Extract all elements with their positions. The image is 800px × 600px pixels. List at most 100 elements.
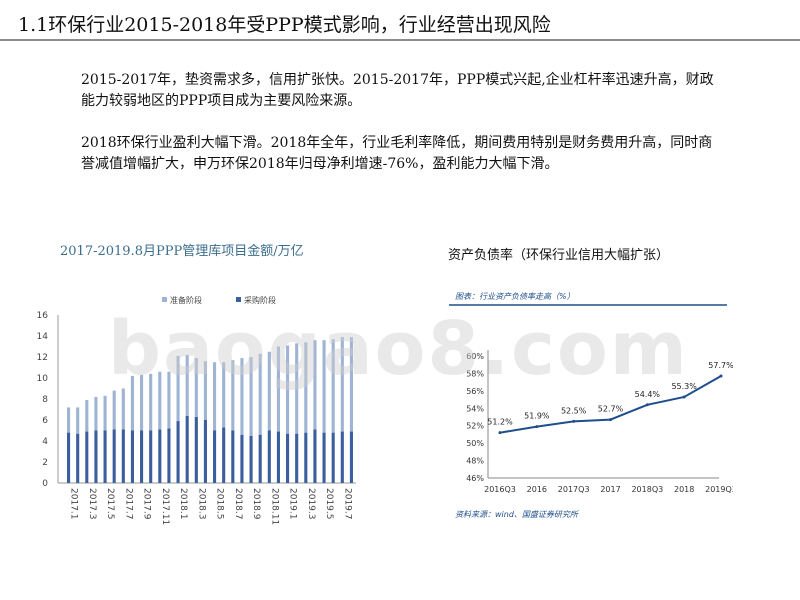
bar-legend-swatch: [162, 297, 167, 302]
bar-preparation: [103, 395, 107, 431]
bar-preparation: [340, 337, 344, 432]
bar-y-tick-label: 6: [42, 416, 48, 426]
bar-preparation: [94, 396, 98, 431]
bar-x-tick-label: 2018.5: [215, 488, 225, 520]
bar-x-tick-label: 2018.9: [251, 488, 261, 520]
bar-procurement: [121, 429, 125, 483]
bar-x-tick-label: 2019.1: [288, 488, 298, 520]
debt-ratio-point: [682, 395, 686, 399]
line-y-tick-label: 56%: [466, 387, 484, 396]
bar-y-tick-label: 0: [42, 479, 48, 489]
bar-preparation: [149, 373, 153, 431]
bar-y-tick-label: 4: [42, 437, 48, 447]
bar-y-tick-label: 8: [42, 395, 48, 405]
line-x-tick-label: 2017Q3: [558, 485, 590, 494]
bar-x-tick-label: 2018.7: [233, 488, 243, 520]
bar-preparation: [286, 345, 290, 434]
bar-y-tick-label: 16: [37, 311, 49, 321]
paragraph-credit-expansion: 2015-2017年，垫资需求多，信用扩张快。2015-2017年，PPP模式兴…: [81, 72, 714, 109]
bar-y-tick-label: 2: [42, 458, 48, 468]
bar-x-tick-label: 2017.3: [87, 488, 97, 520]
bar-legend-swatch: [236, 297, 241, 302]
bar-legend-label: 准备阶段: [170, 295, 202, 305]
bar-procurement: [76, 433, 80, 483]
bar-preparation: [67, 407, 71, 433]
bar-procurement: [203, 420, 207, 483]
debt-ratio-point: [535, 425, 539, 429]
bar-preparation: [240, 358, 244, 435]
bar-legend-label: 采购阶段: [244, 295, 276, 305]
bar-preparation: [112, 390, 116, 430]
bar-procurement: [276, 431, 280, 483]
bar-x-tick-label: 2017.5: [105, 488, 115, 520]
bar-procurement: [130, 430, 134, 483]
bar-preparation: [231, 360, 235, 431]
bar-x-tick-label: 2017.7: [123, 488, 133, 520]
bar-preparation: [203, 361, 207, 420]
line-y-tick-label: 54%: [466, 404, 484, 413]
bar-preparation: [85, 400, 89, 432]
bar-preparation: [304, 342, 308, 433]
bar-preparation: [331, 339, 335, 433]
bar-procurement: [176, 421, 180, 483]
bar-x-tick-label: 2017.11: [160, 488, 170, 525]
line-chart-source: 资料来源：wind、国盛证券研究所: [455, 510, 580, 519]
bar-procurement: [286, 433, 290, 483]
bar-preparation: [295, 343, 299, 434]
debt-ratio-data-label: 51.9%: [524, 412, 550, 421]
debt-ratio-point: [609, 418, 612, 422]
line-x-tick-label: 2019Q3: [705, 485, 733, 494]
line-x-tick-label: 2018Q3: [631, 485, 663, 494]
bar-procurement: [167, 428, 171, 483]
bar-procurement: [67, 432, 71, 483]
line-x-tick-label: 2016: [527, 485, 547, 494]
bar-procurement: [349, 431, 353, 483]
line-y-tick-label: 58%: [466, 369, 484, 378]
bar-procurement: [322, 432, 326, 483]
bar-preparation: [130, 375, 134, 431]
bar-x-tick-label: 2017.9: [142, 488, 152, 520]
line-y-tick-label: 52%: [466, 422, 484, 431]
bar-procurement: [94, 430, 98, 483]
bar-procurement: [331, 432, 335, 483]
bar-x-tick-label: 2018.3: [196, 488, 206, 520]
debt-ratio-data-label: 51.2%: [487, 418, 513, 427]
bar-procurement: [149, 430, 153, 483]
debt-ratio-data-label: 52.7%: [598, 405, 624, 414]
bar-y-tick-label: 12: [37, 353, 48, 363]
bar-preparation: [176, 355, 180, 422]
title-divider: [0, 39, 800, 41]
line-chart-inner-title: 图表：行业资产负债率走高（%）: [455, 292, 575, 301]
debt-ratio-data-label: 57.7%: [708, 361, 733, 370]
bar-preparation: [140, 374, 144, 431]
line-y-tick-label: 50%: [466, 439, 484, 448]
line-y-tick-label: 48%: [466, 457, 484, 466]
bar-procurement: [140, 430, 144, 483]
debt-ratio-point: [645, 403, 649, 407]
paragraph-profit-decline: 2018环保行业盈利大幅下滑。2018年全年，行业毛利率降低，期间费用特别是财务…: [81, 135, 713, 172]
bar-preparation: [349, 337, 353, 432]
bar-procurement: [295, 433, 299, 483]
line-chart-frame: [443, 284, 733, 522]
line-x-tick-label: 2017: [600, 485, 620, 494]
bar-procurement: [240, 434, 244, 483]
bar-procurement: [194, 416, 198, 483]
bar-preparation: [249, 357, 253, 436]
bar-preparation: [158, 371, 162, 430]
bar-x-tick-label: 2017.1: [69, 488, 79, 520]
debt-ratio-data-label: 52.5%: [561, 406, 587, 415]
debt-ratio-data-label: 55.3%: [671, 382, 697, 391]
bar-x-tick-label: 2018.11: [269, 488, 279, 525]
bar-procurement: [185, 415, 189, 483]
ppp-amount-bar-chart: 0 2 4 6 8 10 12 14 16 准备阶段 采购阶段 2017.1 2017.3 2017.5 2…: [37, 295, 356, 525]
line-y-tick-label: 60%: [466, 352, 484, 361]
line-x-tick-label: 2018: [674, 485, 694, 494]
bar-preparation: [121, 388, 125, 430]
bar-procurement: [103, 430, 107, 483]
bar-procurement: [267, 430, 271, 483]
debt-ratio-point: [498, 431, 502, 435]
bar-preparation: [194, 358, 198, 417]
bar-preparation: [322, 340, 326, 433]
bar-preparation: [213, 362, 217, 431]
debt-ratio-line-chart: 图表：行业资产负债率走高（%） 资料来源：wind、国盛证券研究所 46% 48% 50…: [443, 284, 733, 522]
